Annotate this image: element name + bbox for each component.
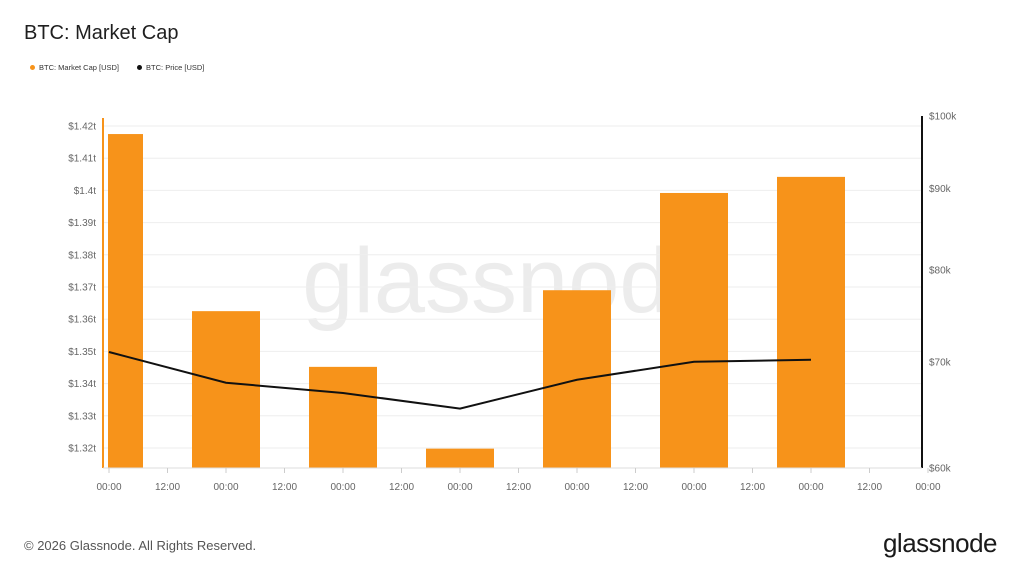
price-line[interactable] [108, 351, 812, 410]
legend-item-price[interactable]: BTC: Price [USD] [137, 63, 204, 72]
market-cap-bar[interactable] [192, 311, 260, 468]
x-tick-label: 00:00 [564, 482, 589, 493]
x-tick-label: 12:00 [272, 482, 297, 493]
x-tick-label: 00:00 [681, 482, 706, 493]
x-tick-label: 00:00 [96, 482, 121, 493]
market-cap-bar[interactable] [108, 134, 143, 469]
left-tick-label: $1.34t [68, 379, 96, 390]
price-line-layer [108, 351, 812, 410]
x-tick-label: 12:00 [506, 482, 531, 493]
glassnode-logo: glassnode [882, 528, 998, 558]
market-cap-bar[interactable] [777, 176, 845, 468]
legend-dot-price [137, 65, 143, 70]
left-tick-label: $1.33t [68, 411, 96, 422]
copyright-footer: © 2026 Glassnode. All Rights Reserved. [24, 538, 257, 553]
x-tick-label: 00:00 [798, 482, 823, 493]
x-tick-label: 00:00 [447, 482, 472, 493]
chart-title: BTC: Market Cap [24, 22, 179, 44]
left-tick-label: $1.42t [68, 122, 96, 133]
legend-item-market-cap[interactable]: BTC: Market Cap [USD] [30, 63, 119, 72]
watermark: glassnode [302, 230, 721, 332]
right-tick-label: $100k [929, 112, 957, 123]
left-tick-label: $1.38t [68, 250, 96, 261]
market-cap-bar[interactable] [660, 192, 728, 468]
left-tick-label: $1.4t [74, 186, 96, 197]
right-tick-label: $70k [929, 357, 952, 368]
right-tick-label: $80k [929, 265, 952, 276]
legend: BTC: Market Cap [USD] BTC: Price [USD] [30, 63, 204, 72]
left-tick-label: $1.36t [68, 315, 96, 326]
x-tick-label: 12:00 [155, 482, 180, 493]
market-cap-bar[interactable] [309, 366, 377, 468]
legend-dot-market-cap [30, 65, 35, 70]
x-tick-label: 00:00 [330, 482, 355, 493]
x-tick-label: 12:00 [857, 482, 882, 493]
axis-layer: $1.42t $1.41t $1.4t $1.39t $1.38t $1.37t $1.36… [68, 112, 957, 494]
left-tick-label: $1.35t [68, 347, 96, 358]
left-tick-label: $1.41t [68, 154, 96, 165]
right-tick-label: $60k [929, 464, 952, 475]
x-tick-label: 00:00 [213, 482, 238, 493]
right-tick-label: $90k [929, 184, 952, 195]
legend-label-price: BTC: Price [USD] [146, 63, 205, 72]
market-cap-bar[interactable] [426, 448, 494, 468]
left-tick-label: $1.32t [68, 444, 96, 455]
x-tick-label: 12:00 [389, 482, 414, 493]
left-tick-label: $1.39t [68, 218, 96, 229]
legend-label-market-cap: BTC: Market Cap [USD] [39, 63, 120, 72]
x-tick-label: 12:00 [623, 482, 648, 493]
x-tick-label: 00:00 [915, 482, 940, 493]
x-tick-label: 12:00 [740, 482, 765, 493]
left-tick-label: $1.37t [68, 283, 96, 294]
